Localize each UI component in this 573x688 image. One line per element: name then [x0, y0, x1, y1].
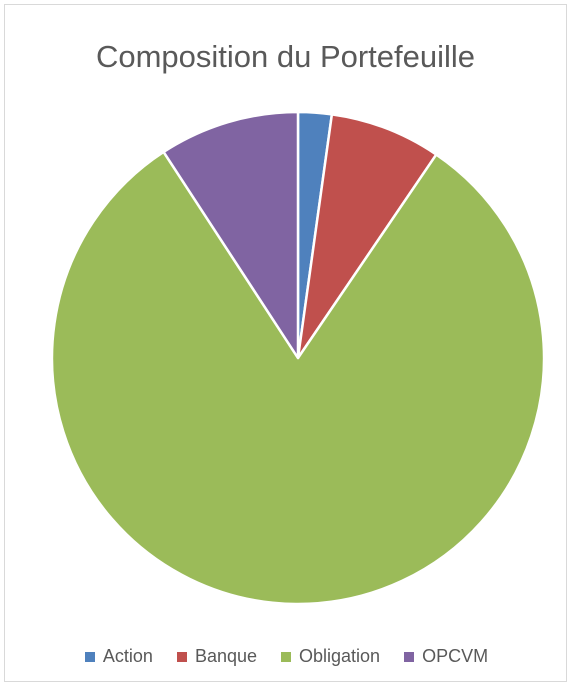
legend-swatch-opcvm: [404, 651, 415, 662]
legend-label-obligation: Obligation: [299, 646, 381, 666]
legend-swatch-obligation: [281, 651, 291, 662]
legend-item-banque: Banque: [176, 646, 257, 667]
legend-label-opcvm: OPCVM: [422, 646, 489, 666]
pie-slice-opcvm: [162, 110, 300, 360]
legend-label-banque: Banque: [194, 646, 257, 666]
legend: Action Banque Obligation OPCVM: [0, 646, 573, 667]
legend-item-opcvm: OPCVM: [404, 646, 488, 667]
legend-label-action: Action: [102, 646, 153, 666]
pie-slices: [50, 110, 546, 606]
legend-item-action: Action: [84, 646, 153, 667]
chart-title: Composition du Portefeuille: [95, 39, 476, 74]
legend-swatch-action: [84, 651, 95, 662]
pie-slice-banque: [296, 113, 438, 360]
legend-swatch-banque: [176, 651, 187, 662]
legend-item-obligation: Obligation: [281, 646, 380, 667]
pie-slice-obligation: [50, 150, 546, 606]
